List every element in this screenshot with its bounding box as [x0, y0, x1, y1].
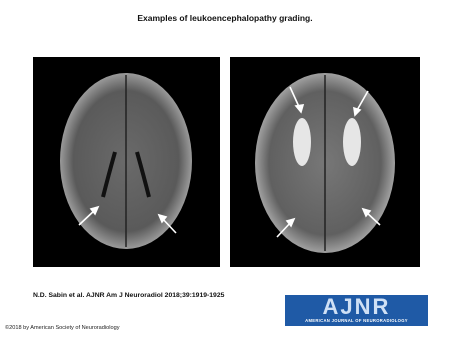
journal-logo: AJNR AMERICAN JOURNAL OF NEURORADIOLOGY — [285, 295, 428, 326]
title: Examples of leukoencephalopathy grading. — [137, 13, 313, 23]
copyright: ©2018 by American Society of Neuroradiol… — [5, 325, 120, 331]
mri-image-left — [33, 57, 220, 267]
logo-text: AJNR — [322, 294, 391, 319]
citation: N.D. Sabin et al. AJNR Am J Neuroradiol … — [33, 292, 225, 299]
mri-image-right — [230, 57, 420, 267]
logo-subtitle: AMERICAN JOURNAL OF NEURORADIOLOGY — [305, 318, 408, 323]
